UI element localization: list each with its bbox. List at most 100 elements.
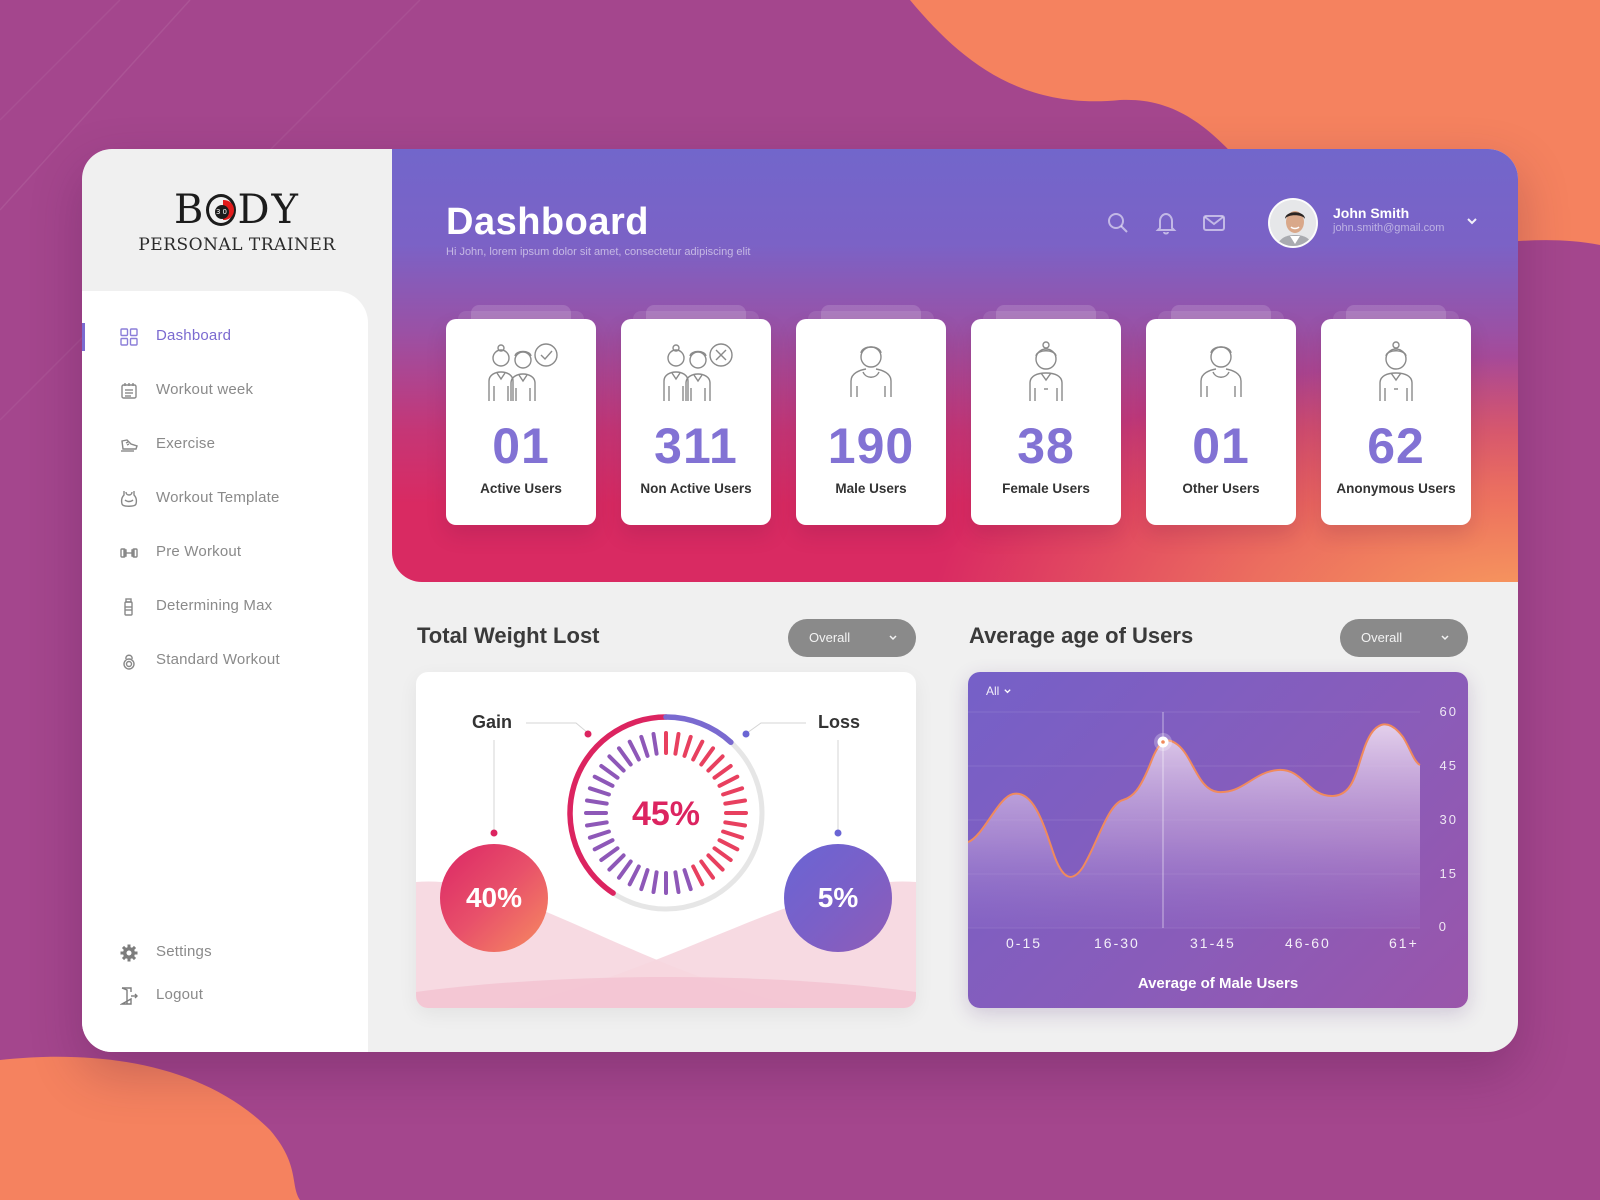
sidebar-item-label: Logout xyxy=(156,986,204,1003)
sidebar-item-label: Workout Template xyxy=(156,489,280,506)
female-user-icon xyxy=(1029,341,1063,401)
filter-value: All xyxy=(986,684,1000,698)
gear-icon xyxy=(120,944,138,962)
mail-icon[interactable] xyxy=(1202,211,1226,235)
loss-label: Loss xyxy=(818,712,861,732)
logo-subtitle: PERSONAL TRAINER xyxy=(138,235,336,255)
calendar-icon xyxy=(121,383,137,399)
chevron-down-icon xyxy=(1004,689,1012,694)
sidebar-item-standard-workout[interactable]: Standard Workout xyxy=(82,641,368,681)
stat-card: 01 Active Users xyxy=(446,319,596,525)
y-tick: 60 xyxy=(1439,704,1458,719)
dropdown-value: Overall xyxy=(809,630,851,645)
user-name[interactable]: John Smith xyxy=(1333,205,1410,221)
center-percentage: 45% xyxy=(631,795,701,833)
search-icon[interactable] xyxy=(1106,211,1130,235)
label-connectors xyxy=(490,722,842,837)
stat-value: 62 xyxy=(1367,418,1425,474)
sidebar-item-exercise[interactable]: Exercise xyxy=(82,425,368,465)
page-title: Dashboard xyxy=(446,201,649,243)
chevron-down-icon xyxy=(1441,635,1449,641)
stat-label: Anonymous Users xyxy=(1336,481,1456,496)
logout-door-icon xyxy=(120,987,138,1005)
weight-gauge xyxy=(567,714,765,912)
logo-text: BDY xyxy=(82,187,392,233)
sidebar: Dashboard Workout week Exercise Workout … xyxy=(82,291,368,1052)
tank-top-icon xyxy=(120,491,138,507)
app-window: BDY PERSONAL TRAINER Dashboard Workout w… xyxy=(82,149,1518,1052)
sidebar-item-label: Workout week xyxy=(156,381,254,398)
dropdown-value: Overall xyxy=(1361,630,1403,645)
sidebar-item-label: Dashboard xyxy=(156,327,232,344)
stat-card-anonymous-users[interactable]: 62 Anonymous Users xyxy=(1321,305,1471,527)
stat-value: 38 xyxy=(1017,418,1075,474)
gauge-ticks xyxy=(584,731,748,895)
grid-icon xyxy=(120,328,138,346)
chart-x-axis-label: Average of Male Users xyxy=(1137,975,1299,992)
user-photo xyxy=(1270,200,1316,246)
sidebar-item-pre-workout[interactable]: Pre Workout xyxy=(82,533,368,573)
weight-section-title: Total Weight Lost xyxy=(417,623,600,648)
bottle-icon xyxy=(124,598,133,616)
stat-label: Other Users xyxy=(1182,481,1260,496)
y-tick: 45 xyxy=(1439,758,1458,773)
stat-card-female-users[interactable]: 38 Female Users xyxy=(971,305,1121,527)
bell-icon[interactable] xyxy=(1154,211,1178,235)
y-tick: 30 xyxy=(1439,812,1458,827)
stat-card-male-users[interactable]: 190 Male Users xyxy=(796,305,946,527)
sidebar-item-workout-template[interactable]: Workout Template xyxy=(82,479,368,519)
sidebar-item-workout-week[interactable]: Workout week xyxy=(82,371,368,411)
y-tick: 0 xyxy=(1438,919,1448,934)
gain-bubble: 40% xyxy=(440,844,548,952)
age-area-chart xyxy=(968,711,1421,929)
x-tick: 16-30 xyxy=(1094,935,1140,951)
stat-card-active-users[interactable]: 01 Active Users xyxy=(446,305,596,527)
brand-logo[interactable]: BDY PERSONAL TRAINER xyxy=(82,149,392,289)
other-user-icon xyxy=(1200,346,1242,397)
users-x-icon xyxy=(663,343,733,401)
x-tick: 0-15 xyxy=(1006,935,1043,951)
age-filter-dropdown[interactable]: All xyxy=(986,684,1012,698)
user-email: john.smith@gmail.com xyxy=(1333,222,1445,234)
weight-period-dropdown[interactable]: Overall xyxy=(788,619,916,657)
stat-label: Female Users xyxy=(1002,481,1090,496)
stat-label: Non Active Users xyxy=(640,481,752,496)
chevron-down-icon[interactable] xyxy=(1465,214,1479,228)
logo-timer-icon xyxy=(206,194,237,226)
sidebar-item-dashboard[interactable]: Dashboard xyxy=(82,317,368,357)
x-tick: 46-60 xyxy=(1285,935,1331,951)
stat-card: 62 Anonymous Users xyxy=(1321,319,1471,525)
sidebar-item-determining-max[interactable]: Determining Max xyxy=(82,587,368,627)
y-tick: 15 xyxy=(1439,866,1458,881)
stat-label: Male Users xyxy=(835,481,907,496)
sidebar-item-label: Settings xyxy=(156,943,212,960)
x-tick: 31-45 xyxy=(1190,935,1236,951)
sneaker-icon xyxy=(121,439,138,452)
users-check-icon xyxy=(488,343,558,401)
age-chart-panel: All xyxy=(968,672,1468,1008)
stat-card-other-users[interactable]: 01 Other Users xyxy=(1146,305,1296,527)
anonymous-user-icon xyxy=(1379,341,1413,401)
sidebar-item-label: Determining Max xyxy=(156,597,273,614)
kettlebell-icon xyxy=(123,654,135,670)
stat-card: 01 Other Users xyxy=(1146,319,1296,525)
male-user-icon xyxy=(850,346,892,397)
stat-value: 190 xyxy=(827,418,915,474)
sidebar-item-settings[interactable]: Settings xyxy=(82,933,368,973)
sidebar-item-label: Standard Workout xyxy=(156,651,280,668)
age-section-title: Average age of Users xyxy=(969,623,1194,648)
stat-value: 01 xyxy=(492,418,550,474)
sidebar-item-label: Exercise xyxy=(156,435,216,452)
stat-value: 311 xyxy=(654,418,738,474)
gain-label: Gain xyxy=(472,712,513,732)
age-period-dropdown[interactable]: Overall xyxy=(1340,619,1468,657)
avatar[interactable] xyxy=(1268,198,1318,248)
sidebar-item-logout[interactable]: Logout xyxy=(82,976,368,1016)
weight-lost-panel: Gain Loss 45% 40% 5% xyxy=(416,672,916,1008)
page-subtitle: Hi John, lorem ipsum dolor sit amet, con… xyxy=(446,246,751,258)
chevron-down-icon xyxy=(889,635,897,641)
hero-header: Dashboard Hi John, lorem ipsum dolor sit… xyxy=(392,149,1518,582)
stat-card-non-active-users[interactable]: 311 Non Active Users xyxy=(621,305,771,527)
x-tick: 61+ xyxy=(1389,935,1419,951)
loss-bubble: 5% xyxy=(784,844,892,952)
